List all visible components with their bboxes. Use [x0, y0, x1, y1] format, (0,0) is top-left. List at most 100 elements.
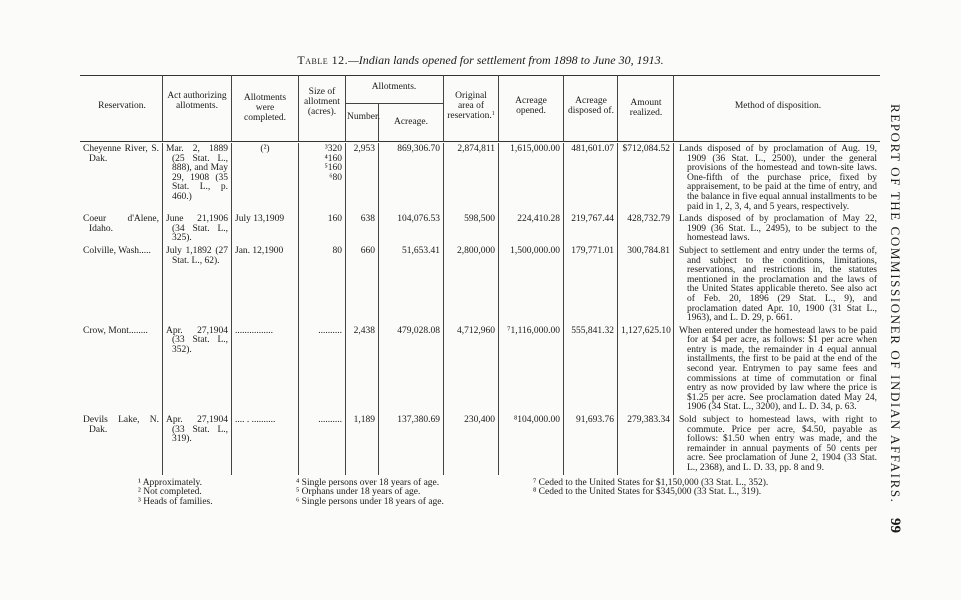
footnotes-right: ⁷ Ceded to the United States for $1,150,…	[533, 477, 769, 498]
table-row: Devils Lake, N. Dak. Apr. 27,1904 (33 St…	[80, 414, 880, 475]
cell-amount: 300,784.81	[617, 244, 673, 325]
cell-acreage: 479,028.08	[378, 324, 443, 415]
footnotes-middle: ⁴ Single persons over 18 years of age. ⁵…	[296, 477, 444, 508]
cell-opened: 1,500,000.00	[498, 244, 563, 325]
header-amount: Amount realized.	[629, 98, 663, 118]
cell-size: ..........	[298, 414, 345, 475]
cell-completed: (²)	[231, 143, 298, 214]
footnote: ³ Heads of families.	[138, 496, 213, 507]
table-row: Crow, Mont........ Apr. 27,1904 (33 Stat…	[80, 324, 880, 415]
cell-completed: Jan. 12,1900	[231, 244, 298, 325]
header-disposed: Acreage disposed of.	[568, 96, 614, 116]
cell-disposed: 219,767.44	[563, 213, 617, 245]
cell-original: 2,874,811	[443, 143, 498, 214]
footnote: ⁴ Single persons over 18 years of age.	[296, 477, 440, 488]
cell-act: Apr. 27,1904 (33 Stat. L., 319).	[162, 414, 231, 475]
rule-top	[80, 75, 880, 76]
cell-disposed: 481,601.07	[563, 143, 617, 214]
column-divider	[378, 103, 379, 142]
cell-method: Lands disposed of by proclamation of May…	[673, 213, 880, 245]
cell-acreage: 51,653.41	[378, 244, 443, 325]
table-row: Coeur d'Alene, Idaho. June 21,1906 (34 S…	[80, 213, 880, 245]
cell-size: ..........	[298, 324, 345, 415]
cell-amount: 279,383.34	[617, 414, 673, 475]
header-reservation: Reservation.	[98, 101, 146, 111]
cell-disposed: 91,693.76	[563, 414, 617, 475]
cell-size: ³320 ⁴160 ⁵160 ⁶80	[298, 143, 345, 214]
header-opened: Acreage opened.	[515, 96, 547, 116]
header-acreage: Acreage.	[393, 117, 428, 127]
cell-reservation: Colville, Wash.....	[83, 245, 151, 256]
table-row: Colville, Wash..... July 1,1892 (27 Stat…	[80, 244, 880, 325]
footnote: ¹ Approximately.	[138, 477, 202, 488]
rule-allotments	[345, 103, 443, 104]
cell-amount: 1,127,625.10	[617, 324, 673, 415]
column-divider	[298, 75, 299, 142]
column-divider	[563, 75, 564, 142]
cell-acreage: 104,076.53	[378, 213, 443, 245]
cell-original: 4,712,960	[443, 324, 498, 415]
header-size: Size of allotment (acres).	[304, 87, 340, 117]
cell-opened: ⁷1,116,000.00	[498, 324, 563, 415]
cell-act: June 21,1906 (34 Stat. L., 325).	[162, 213, 231, 245]
footnote: ⁷ Ceded to the United States for $1,150,…	[533, 477, 769, 488]
column-divider	[162, 75, 163, 142]
footnote: ⁵ Orphans under 18 years of age.	[296, 487, 421, 498]
header-original: Original area of reservation.1	[447, 91, 495, 121]
cell-reservation: Devils Lake, N. Dak.	[83, 415, 159, 435]
cell-completed: ................	[231, 324, 298, 415]
cell-method: Sold subject to homestead laws, with rig…	[673, 414, 880, 475]
running-header: REPORT OF THE COMMISSIONER OF INDIAN AFF…	[888, 104, 903, 504]
cell-opened: 224,410.28	[498, 213, 563, 245]
header-allotments: Allotments.	[371, 82, 417, 92]
table-row: Cheyenne River, S. Dak. Mar. 2, 1889 (25…	[80, 143, 880, 214]
cell-number: 660	[345, 244, 378, 325]
page-number: 99	[887, 518, 903, 533]
cell-method: When entered under the homestead laws to…	[673, 324, 880, 415]
cell-disposed: 555,841.32	[563, 324, 617, 415]
column-divider	[345, 75, 346, 142]
cell-number: 2,953	[345, 143, 378, 214]
footnote: ⁸ Ceded to the United States for $345,00…	[533, 487, 762, 498]
cell-completed: .... . ..........	[231, 414, 298, 475]
cell-act: Mar. 2, 1889 (25 Stat. L., 888), and May…	[162, 143, 231, 214]
header-method: Method of disposition.	[734, 101, 822, 111]
cell-disposed: 179,771.01	[563, 244, 617, 325]
cell-opened: 1,615,000.00	[498, 143, 563, 214]
cell-reservation: Cheyenne River, S. Dak.	[83, 144, 159, 164]
column-divider	[498, 75, 499, 142]
header-act: Act authorizing allotments.	[167, 91, 227, 111]
table-body: Cheyenne River, S. Dak. Mar. 2, 1889 (25…	[80, 143, 880, 513]
cell-number: 1,189	[345, 414, 378, 475]
cell-reservation: Crow, Mont........	[83, 325, 148, 336]
cell-acreage: 137,380.69	[378, 414, 443, 475]
cell-act: Apr. 27,1904 (33 Stat. L., 352).	[162, 324, 231, 415]
cell-acreage: 869,306.70	[378, 143, 443, 214]
column-divider	[617, 75, 618, 142]
cell-original: 598,500	[443, 213, 498, 245]
column-divider	[443, 75, 444, 142]
cell-method: Subject to settlement and entry under th…	[673, 244, 880, 325]
cell-amount: 428,732.79	[617, 213, 673, 245]
cell-amount: $712,084.52	[617, 143, 673, 214]
column-divider	[673, 75, 674, 142]
rule-header-bottom	[80, 141, 880, 142]
cell-method: Lands disposed of by proclamation of Aug…	[673, 143, 880, 214]
cell-size: 160	[298, 213, 345, 245]
cell-number: 2,438	[345, 324, 378, 415]
cell-reservation: Coeur d'Alene, Idaho.	[83, 214, 159, 234]
table-title: Table 12.—Indian lands opened for settle…	[297, 53, 664, 67]
cell-act: July 1,1892 (27 Stat. L., 62).	[162, 244, 231, 325]
cell-opened: ⁸104,000.00	[498, 414, 563, 475]
cell-completed: July 13,1909	[231, 213, 298, 245]
footnotes: ¹ Approximately. ² Not completed. ³ Head…	[80, 477, 880, 513]
column-divider	[231, 75, 232, 142]
header-completed: Allotments were completed.	[243, 93, 287, 123]
footnote: ² Not completed.	[138, 487, 202, 498]
footnotes-left: ¹ Approximately. ² Not completed. ³ Head…	[138, 477, 213, 508]
cell-number: 638	[345, 213, 378, 245]
cell-original: 230,400	[443, 414, 498, 475]
cell-original: 2,800,000	[443, 244, 498, 325]
footnote: ⁶ Single persons under 18 years of age.	[296, 496, 444, 507]
